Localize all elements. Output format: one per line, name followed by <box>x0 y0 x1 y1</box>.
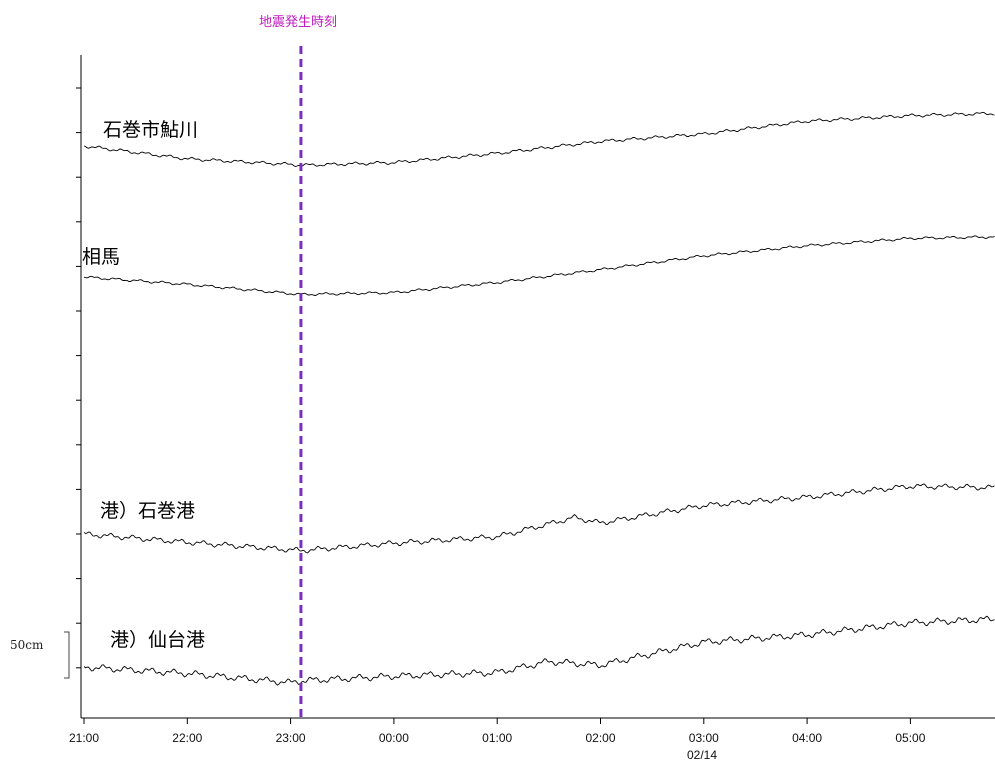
series-label-ishinomaki-port: 港）石巻港 <box>100 500 195 522</box>
series-line-ishinomaki-port <box>83 483 995 554</box>
x-ticks <box>83 718 911 724</box>
x-tick-label: 23:00 <box>276 731 306 745</box>
x-tick-label: 22:00 <box>172 731 202 745</box>
event-label: 地震発生時刻 <box>259 15 337 30</box>
scale-bar-label: 50cm <box>10 638 44 652</box>
x-date-label: 02/14 <box>687 748 717 760</box>
series-label-ayukawa: 石巻市鮎川 <box>103 119 198 141</box>
x-tick-labels: 21:00 22:00 23:00 00:00 01:00 02:00 03:00 04:00… <box>69 731 926 745</box>
y-ticks <box>76 87 81 669</box>
series-line-sendai-port <box>83 615 995 686</box>
x-tick-label: 03:00 <box>689 731 719 745</box>
x-tick-label: 04:00 <box>792 731 822 745</box>
series-label-sendai-port: 港）仙台港 <box>110 629 205 651</box>
y-axis <box>76 55 82 718</box>
x-tick-label: 05:00 <box>895 731 925 745</box>
series-label-soma: 相馬 <box>82 246 120 268</box>
x-tick-label: 00:00 <box>379 731 409 745</box>
series-line-ayukawa <box>83 111 995 167</box>
x-tick-label: 02:00 <box>585 731 615 745</box>
series-labels: 石巻市鮎川 相馬 港）石巻港 港）仙台港 <box>82 119 205 651</box>
series-line-soma <box>83 235 995 297</box>
x-axis: 21:00 22:00 23:00 00:00 01:00 02:00 03:00 04:00… <box>69 717 995 760</box>
x-tick-label: 21:00 <box>69 731 99 745</box>
scale-bar: 50cm <box>10 631 70 679</box>
series-group <box>83 111 995 686</box>
x-tick-label: 01:00 <box>482 731 512 745</box>
scale-bar-bracket <box>64 631 70 679</box>
